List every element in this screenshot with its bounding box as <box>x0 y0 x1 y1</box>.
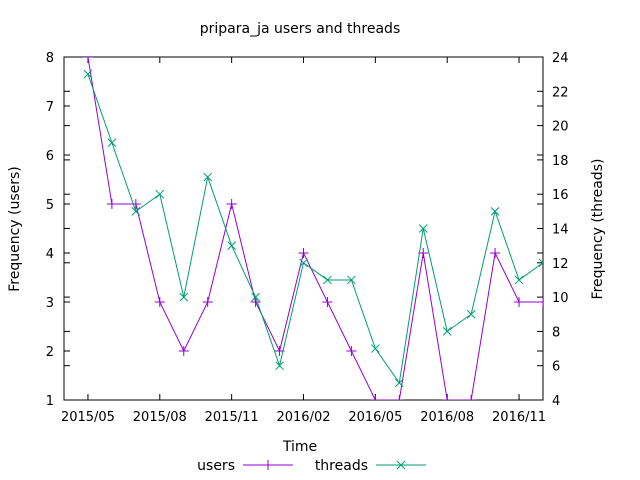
data-point-threads <box>131 206 141 216</box>
data-point-threads <box>466 309 476 319</box>
y-tick-label: 8 <box>46 51 54 66</box>
data-point-users <box>514 297 525 307</box>
data-point-threads <box>155 189 165 199</box>
data-point-threads <box>251 292 260 302</box>
data-point-users <box>250 297 261 307</box>
data-point-threads <box>442 327 452 336</box>
y-tick-label: 7 <box>46 100 54 115</box>
data-point-threads <box>299 258 308 268</box>
y2-tick-label: 14 <box>552 223 569 238</box>
data-point-threads <box>347 275 356 285</box>
y-tick-label: 4 <box>46 247 54 262</box>
data-point-users <box>442 395 453 400</box>
x-tick-label: 2016/08 <box>420 410 474 425</box>
series-layer <box>82 57 543 400</box>
series-users <box>82 57 543 400</box>
y2-tick-label: 20 <box>552 120 569 135</box>
y-tick-label: 6 <box>46 149 54 164</box>
y2-tick-label: 12 <box>552 257 569 272</box>
x-axis-label: Time <box>282 439 317 455</box>
x-tick-label: 2015/08 <box>133 410 187 425</box>
data-point-threads <box>323 275 332 285</box>
x-axis-ticks: 2015/05 2015/08 2015/11 2016/02 2016/05 2016/… <box>61 57 546 425</box>
data-point-users <box>106 199 117 209</box>
y-tick-label: 3 <box>46 296 54 311</box>
y2-tick-label: 8 <box>552 325 560 340</box>
plot-area <box>63 56 544 401</box>
data-point-users <box>370 395 381 400</box>
data-point-users <box>298 248 309 258</box>
y-tick-label: 1 <box>46 394 54 409</box>
series-line-users <box>87 57 543 400</box>
data-point-threads <box>107 138 117 148</box>
data-point-users <box>538 297 543 307</box>
data-point-threads <box>179 292 189 302</box>
y2-axis-label: Frequency (threads) <box>590 159 606 300</box>
legend-label-threads: threads <box>315 458 368 474</box>
legend-marker-users <box>263 460 273 470</box>
x-tick-label: 2016/05 <box>348 410 402 425</box>
data-point-users <box>202 297 213 307</box>
series-threads <box>83 69 543 388</box>
data-point-threads <box>370 344 380 353</box>
y-tick-label: 2 <box>46 345 54 360</box>
chart-title: pripara_ja users and threads <box>200 21 401 37</box>
data-point-threads <box>203 172 213 182</box>
legend: users threads <box>197 458 426 474</box>
x-tick-label: 2015/11 <box>205 410 259 425</box>
data-point-threads <box>275 361 284 371</box>
y2-tick-label: 4 <box>552 394 560 409</box>
data-point-threads <box>227 241 237 251</box>
legend-label-users: users <box>197 458 235 474</box>
series-line-threads <box>87 73 543 385</box>
data-point-users <box>130 199 141 209</box>
data-point-threads <box>418 224 428 233</box>
data-point-threads <box>394 378 404 388</box>
x-tick-label: 2016/11 <box>492 410 546 425</box>
data-point-threads <box>490 206 500 216</box>
y2-tick-label: 22 <box>552 85 569 100</box>
x-tick-label: 2016/02 <box>276 410 330 425</box>
data-point-users <box>154 297 165 307</box>
data-point-users <box>394 395 405 400</box>
data-point-users <box>226 199 237 209</box>
y-axis-label: Frequency (users) <box>7 166 23 292</box>
y2-tick-label: 24 <box>552 51 569 66</box>
data-point-threads <box>83 69 93 79</box>
x-tick-label: 2015/05 <box>61 410 115 425</box>
y2-tick-label: 16 <box>552 188 569 203</box>
y-tick-label: 5 <box>46 198 54 213</box>
data-point-threads <box>538 258 543 268</box>
y2-axis-ticks: 4 6 8 10 12 14 16 18 20 22 24 <box>64 51 569 409</box>
data-point-users <box>466 395 477 400</box>
data-point-users <box>82 57 93 62</box>
legend-marker-threads <box>396 460 406 470</box>
y2-tick-label: 6 <box>552 360 560 375</box>
data-point-users <box>322 297 333 307</box>
y-axis-ticks: 1 2 3 4 5 6 7 8 <box>46 51 543 409</box>
y2-tick-label: 10 <box>552 291 569 306</box>
data-point-users <box>346 346 357 356</box>
plot-frame <box>63 56 544 401</box>
data-point-users <box>490 248 501 258</box>
y2-tick-label: 18 <box>552 154 569 169</box>
data-point-threads <box>514 275 524 285</box>
data-point-users <box>178 346 189 356</box>
